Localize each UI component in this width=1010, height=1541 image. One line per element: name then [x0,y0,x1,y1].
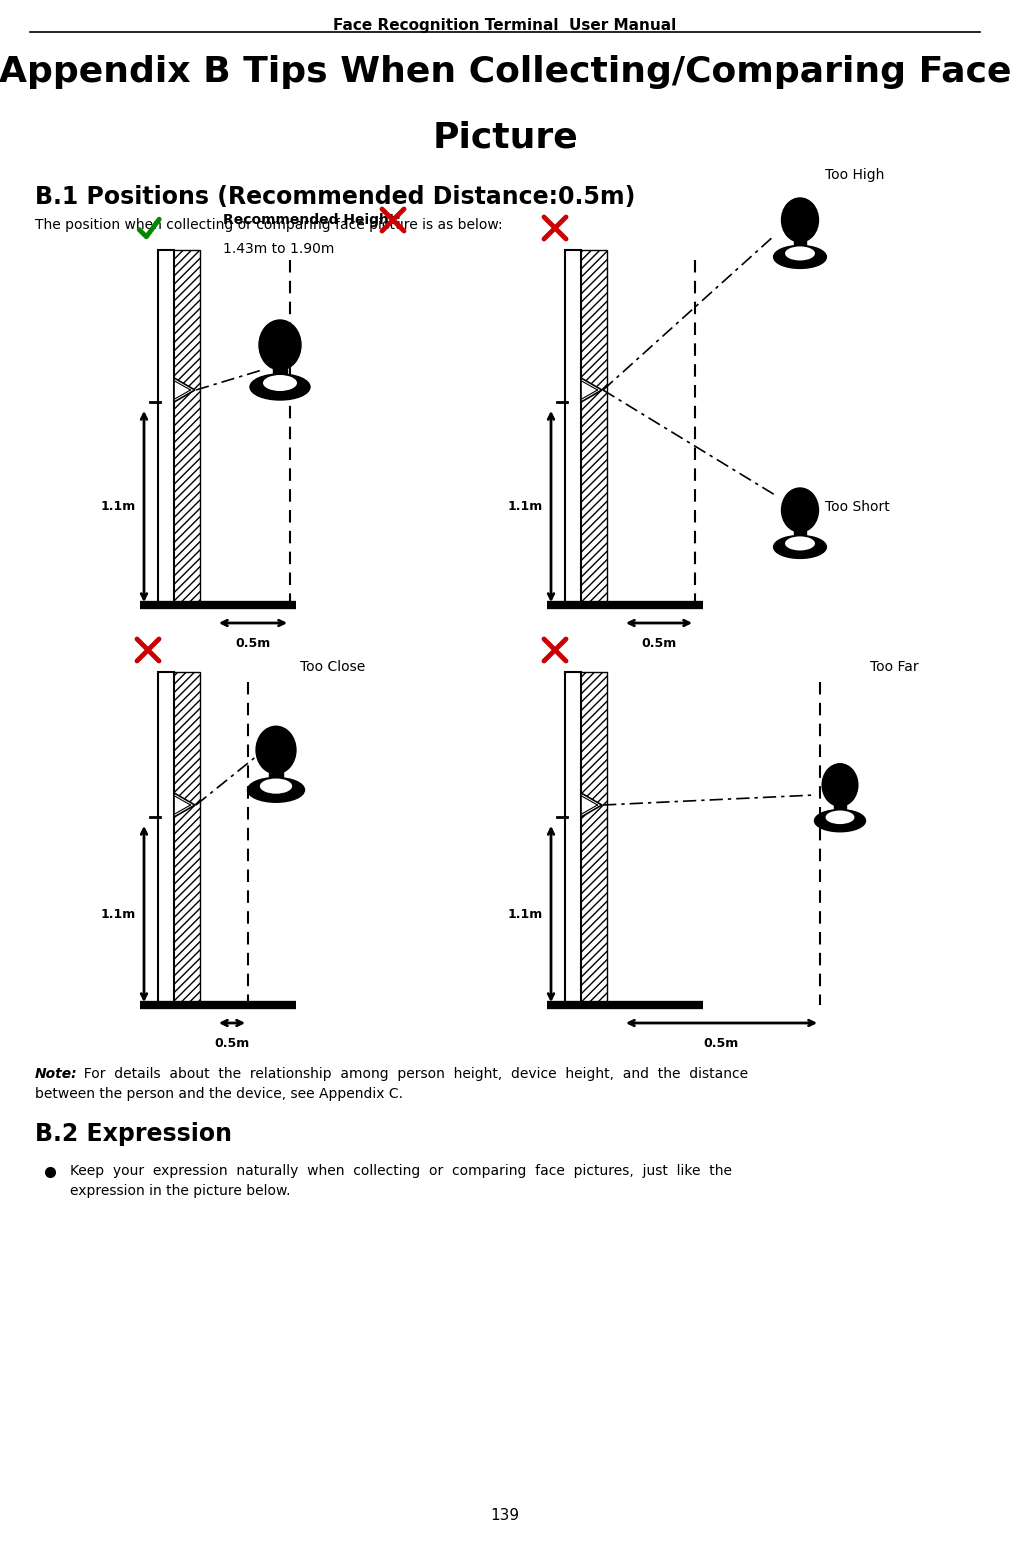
Ellipse shape [782,488,818,532]
Bar [565,250,581,606]
Ellipse shape [260,778,292,794]
Bar [273,367,287,384]
Text: Too Far: Too Far [870,660,919,673]
Polygon shape [174,794,195,817]
Ellipse shape [785,247,815,260]
Ellipse shape [257,726,296,774]
Bar [794,530,806,544]
Bar [158,672,200,1005]
Ellipse shape [822,764,857,806]
Bar [565,672,607,1005]
Text: 1.1m: 1.1m [101,499,136,513]
Text: Too Short: Too Short [825,499,890,515]
Text: Appendix B Tips When Collecting/Comparing Face: Appendix B Tips When Collecting/Comparin… [0,55,1010,89]
Ellipse shape [774,536,826,558]
Text: 0.5m: 0.5m [235,636,271,650]
Text: B.1 Positions (Recommended Distance:0.5m): B.1 Positions (Recommended Distance:0.5m… [35,185,635,210]
Bar [158,250,200,606]
Text: 0.5m: 0.5m [704,1037,739,1049]
Text: 1.1m: 1.1m [101,908,136,920]
Ellipse shape [247,778,304,803]
Text: Note:: Note: [35,1066,78,1080]
Text: 1.1m: 1.1m [508,908,543,920]
Text: Too High: Too High [825,168,885,182]
Ellipse shape [774,245,826,268]
Bar [565,672,581,1005]
Ellipse shape [782,197,818,242]
Text: Recommended Height:: Recommended Height: [223,213,401,227]
Text: 0.5m: 0.5m [214,1037,249,1049]
Ellipse shape [259,321,301,370]
Bar [158,672,174,1005]
Text: 1.1m: 1.1m [508,499,543,513]
Text: Too Close: Too Close [300,660,366,673]
Text: The position when collecting or comparing face picture is as below:: The position when collecting or comparin… [35,217,503,233]
Ellipse shape [825,811,854,824]
Text: Picture: Picture [432,120,578,154]
Text: B.2 Expression: B.2 Expression [35,1122,232,1147]
Bar [794,239,806,253]
Bar [158,250,174,606]
Polygon shape [581,378,602,402]
Text: 1.43m to 1.90m: 1.43m to 1.90m [223,242,334,256]
Ellipse shape [250,374,310,401]
Ellipse shape [785,536,815,550]
Bar [565,250,607,606]
Text: 0.5m: 0.5m [641,636,677,650]
Text: Face Recognition Terminal  User Manual: Face Recognition Terminal User Manual [333,18,677,32]
Bar [270,770,283,786]
Bar [834,804,846,817]
Text: For  details  about  the  relationship  among  person  height,  device  height, : For details about the relationship among… [75,1066,748,1080]
Text: between the person and the device, see Appendix C.: between the person and the device, see A… [35,1086,403,1100]
Text: 139: 139 [491,1509,519,1524]
Text: expression in the picture below.: expression in the picture below. [70,1183,291,1197]
Polygon shape [174,378,195,402]
Polygon shape [581,794,602,817]
Text: Keep  your  expression  naturally  when  collecting  or  comparing  face  pictur: Keep your expression naturally when coll… [70,1163,732,1177]
Ellipse shape [263,374,297,391]
Ellipse shape [814,809,866,832]
